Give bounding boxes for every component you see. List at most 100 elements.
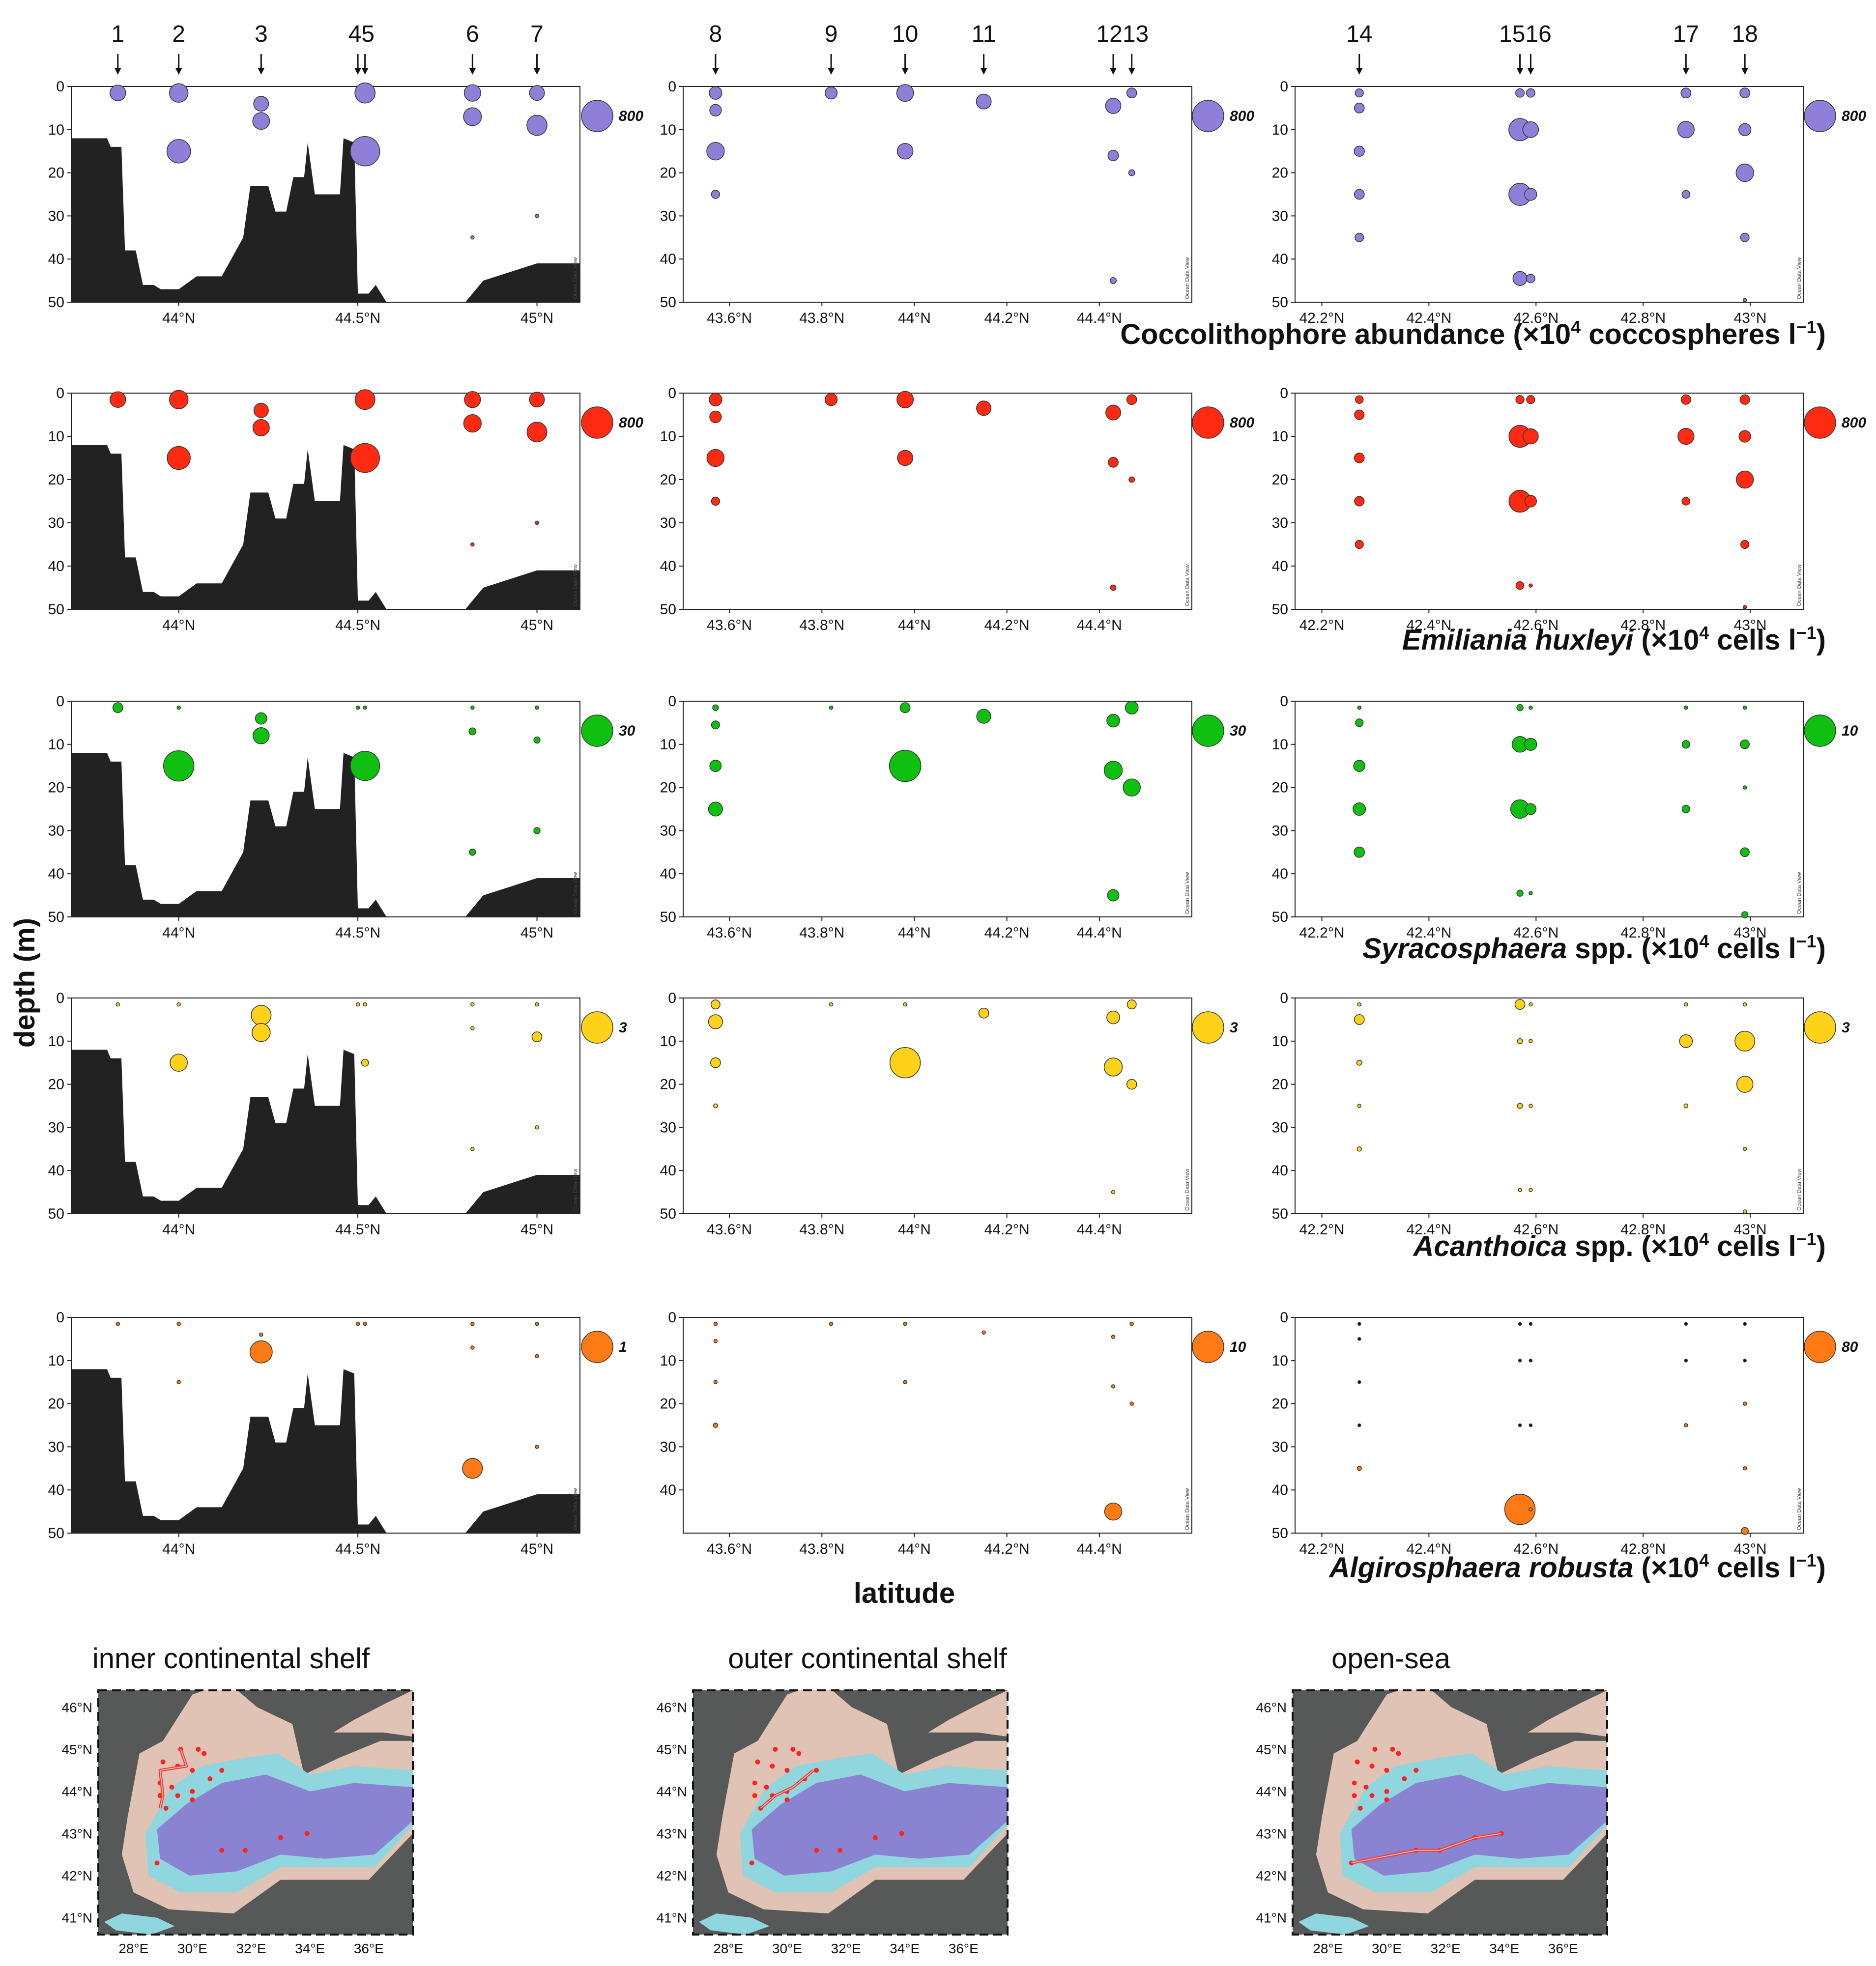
bubble-station-1: [110, 391, 126, 408]
station-label: 11: [972, 21, 996, 47]
bubble-station-13: [1126, 1079, 1137, 1090]
map-station-dot: [190, 1789, 195, 1794]
bubble-station-17: [1680, 87, 1692, 99]
bubble-station-7: [529, 85, 545, 101]
depth-tick-label: 40: [660, 1482, 676, 1498]
depth-tick-label: 50: [1272, 1206, 1288, 1222]
bubble-station-14: [1356, 1146, 1362, 1152]
odv-watermark: Ocean Data View: [1796, 257, 1802, 299]
bubble-station-14: [1354, 189, 1365, 200]
station-label: 6: [466, 21, 479, 47]
map-station-dot: [1369, 1764, 1375, 1769]
bubble-station-13: [1129, 1401, 1134, 1406]
lat-tick-label: 44.5°N: [335, 310, 380, 326]
bubble-station-15: [1518, 1423, 1522, 1427]
bubble-station-5: [363, 705, 367, 710]
lat-tick-label: 43.8°N: [799, 1222, 844, 1238]
station-label: 2: [172, 21, 185, 47]
lat-tick-label: 42.8°N: [1620, 925, 1666, 941]
bubble-station-15: [1515, 395, 1525, 404]
bubble-station-12: [1110, 277, 1117, 285]
odv-watermark: Ocean Data View: [1184, 1488, 1190, 1530]
bubble-station-3: [252, 112, 270, 130]
bubble-station-12: [1107, 889, 1120, 902]
lat-tick-label: 42.8°N: [1620, 1541, 1666, 1557]
bubble-station-18: [1740, 540, 1750, 549]
bubble-station-11: [976, 709, 991, 724]
legend-bubble: [1192, 1011, 1224, 1044]
bubble-station-12: [1105, 404, 1121, 421]
lat-tick-label: 43°N: [1734, 1541, 1767, 1557]
depth-tick-label: 0: [668, 79, 676, 95]
odv-watermark: Ocean Data View: [1184, 1169, 1190, 1211]
depth-tick-label: 10: [48, 122, 64, 138]
bubble-station-9: [829, 705, 834, 710]
bubble-station-15: [1517, 1038, 1523, 1044]
lat-tick-label: 44.4°N: [1077, 925, 1122, 941]
caption-part: ): [1817, 1552, 1826, 1584]
sea-of-azov: [333, 1690, 413, 1737]
bubble-station-8: [708, 801, 723, 817]
depth-tick-label: 40: [1272, 866, 1288, 882]
bubble-station-16: [1522, 121, 1539, 138]
depth-tick-label: 10: [48, 1353, 64, 1369]
depth-tick-label: 10: [1272, 1353, 1288, 1369]
bubble-station-8: [709, 760, 722, 772]
caption-part: cells l: [1709, 1230, 1796, 1262]
depth-tick-label: 50: [1272, 909, 1288, 925]
bubble-station-13: [1129, 1321, 1134, 1326]
bubble-station-18: [1741, 911, 1749, 918]
map-frame: [1292, 1689, 1608, 1936]
lat-tick-label: 44.5°N: [335, 1541, 380, 1557]
bubble-station-14: [1357, 1104, 1361, 1108]
map-3: open-sea 46°N 45°N 44°N 43°N 42°N 41°N 28°E 30°E…: [1256, 1643, 1608, 1956]
bubble-station-17: [1681, 497, 1691, 506]
legend-bubble: [581, 1011, 613, 1044]
bubble-station-2: [169, 83, 189, 103]
lat-tick-label: 43.6°N: [707, 1541, 752, 1557]
bubble-station-13: [1126, 999, 1137, 1010]
sea-of-marmara: [1298, 1913, 1369, 1935]
bubble-station-12: [1106, 713, 1120, 728]
bubble-station-14: [1357, 1423, 1361, 1427]
bubble-station-18: [1736, 1076, 1754, 1093]
bubble-station-8: [713, 1103, 718, 1109]
bubble-station-11: [978, 1007, 989, 1019]
depth-tick-label: 30: [660, 208, 676, 224]
station-arrowhead: [258, 68, 265, 75]
station-arrowhead: [1128, 68, 1135, 75]
depth-tick-label: 20: [660, 780, 676, 796]
map-station-dot: [1390, 1746, 1395, 1752]
bubble-station-16: [1524, 188, 1537, 201]
legend-bubble: [1192, 406, 1224, 439]
plot-frame: [1295, 393, 1804, 610]
bubble-station-7: [535, 1354, 539, 1359]
plot-frame: [1295, 86, 1804, 303]
bubble-station-15: [1514, 999, 1526, 1010]
odv-watermark: Ocean Data View: [573, 1488, 578, 1530]
legend-value: 30: [1230, 723, 1246, 739]
map-station-dot: [207, 1776, 213, 1781]
map-station-dot: [1384, 1789, 1389, 1794]
depth-tick-label: 50: [48, 294, 64, 311]
bubble-station-18: [1740, 232, 1750, 242]
bubble-station-18: [1741, 1527, 1749, 1535]
bubble-station-7: [533, 736, 541, 744]
bubble-station-8: [709, 410, 722, 424]
transect-line: [159, 1749, 187, 1809]
bubble-station-15: [1518, 1322, 1522, 1326]
bubble-station-16: [1529, 1188, 1533, 1192]
depth-tick-label: 20: [1272, 165, 1288, 181]
bubble-station-8: [710, 1057, 721, 1068]
lat-tick-label: 44.2°N: [984, 1222, 1030, 1238]
bubble-station-6: [470, 1026, 475, 1030]
depth-tick-label: 10: [1272, 122, 1288, 138]
depth-tick-label: 50: [48, 1525, 64, 1541]
bubble-station-8: [709, 86, 722, 100]
depth-tick-label: 50: [660, 1206, 676, 1222]
odv-watermark: Ocean Data View: [573, 565, 578, 606]
map-station-dot: [1369, 1793, 1375, 1798]
bubble-station-6: [470, 1147, 475, 1151]
map-station-dot: [784, 1767, 790, 1773]
map-station-dot: [814, 1848, 819, 1853]
